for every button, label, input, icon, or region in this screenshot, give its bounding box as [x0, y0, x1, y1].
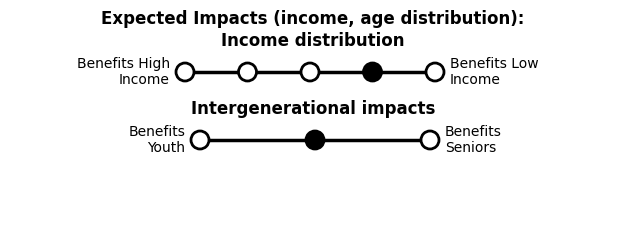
Text: Benefits
Youth: Benefits Youth — [128, 125, 185, 155]
Text: Benefits Low
Income: Benefits Low Income — [450, 57, 538, 87]
Circle shape — [176, 63, 194, 81]
Text: Expected Impacts (income, age distribution):: Expected Impacts (income, age distributi… — [101, 10, 525, 28]
Text: Benefits
Seniors: Benefits Seniors — [445, 125, 502, 155]
Text: Benefits High
Income: Benefits High Income — [77, 57, 170, 87]
Circle shape — [239, 63, 257, 81]
Text: Intergenerational impacts: Intergenerational impacts — [191, 100, 435, 118]
Circle shape — [301, 63, 319, 81]
Text: Income distribution: Income distribution — [221, 32, 405, 50]
Circle shape — [421, 131, 439, 149]
Circle shape — [191, 131, 209, 149]
Circle shape — [426, 63, 444, 81]
Circle shape — [364, 63, 381, 81]
Circle shape — [306, 131, 324, 149]
